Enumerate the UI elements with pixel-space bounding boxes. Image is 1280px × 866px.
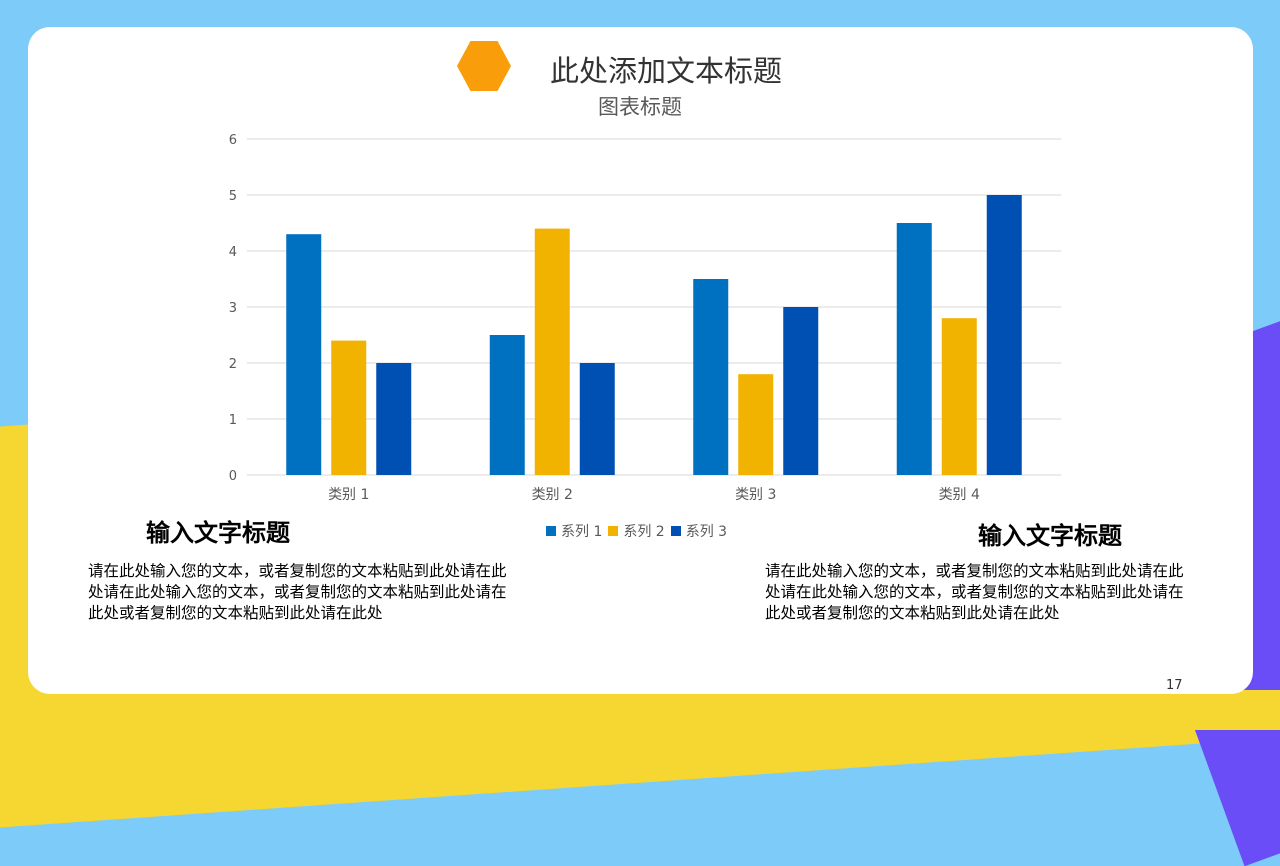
bar [896,223,932,475]
legend-item: 系列 3 [670,521,728,541]
left-body-text: 请在此处输入您的文本，或者复制您的文本粘贴到此处请在此处请在此处输入您的文本，或… [88,562,507,622]
left-heading: 输入文字标题 [146,519,290,547]
bar [986,195,1022,475]
bar [534,228,570,475]
bar [331,340,367,475]
bar-chart: 0 1 2 3 4 5 6 类别 1 类别 2 类别 3 类别 4 [229,133,1061,503]
bar [783,307,819,475]
legend-label: 系列 2 [623,524,665,540]
bar [738,374,774,475]
right-body-text: 请在此处输入您的文本，或者复制您的文本粘贴到此处请在此处请在此处输入您的文本，或… [765,562,1184,622]
y-tick-label: 5 [229,189,237,204]
slide-title: 此处添加文本标题 [550,54,783,88]
y-tick-label: 0 [229,469,237,484]
right-heading: 输入文字标题 [978,522,1122,550]
legend-swatch [670,526,681,536]
y-tick-label: 4 [229,245,237,260]
legend-label: 系列 1 [561,524,603,540]
bar [693,279,729,475]
y-tick-label: 6 [229,133,237,148]
legend-item: 系列 2 [608,521,665,541]
legend-swatch [608,526,619,536]
chart-title: 图表标题 [598,95,682,119]
legend-swatch [546,526,556,536]
y-tick-label: 2 [229,357,237,372]
bar [489,335,525,475]
y-tick-label: 1 [229,413,237,428]
x-tick-label: 类别 3 [735,487,776,503]
chart-legend: 系列 1 系列 2 系列 3 [546,521,727,541]
bar [941,318,977,475]
x-tick-label: 类别 2 [532,487,573,503]
bar [579,363,615,475]
legend-item: 系列 1 [546,521,602,541]
slide-card [28,27,1253,694]
page-number: 17 [1166,678,1183,693]
x-tick-label: 类别 4 [939,487,980,503]
legend-label: 系列 3 [685,524,728,540]
x-tick-label: 类别 1 [328,487,369,503]
bar [286,234,322,475]
bar [376,363,412,475]
y-tick-label: 3 [229,301,237,316]
